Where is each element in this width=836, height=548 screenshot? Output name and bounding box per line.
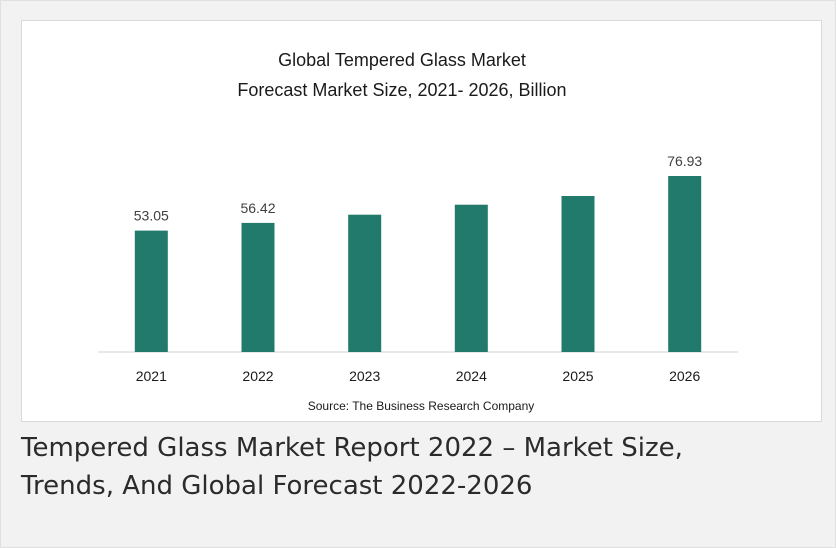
chart-source: Source: The Business Research Company xyxy=(308,399,535,413)
bar-2023 xyxy=(348,214,382,352)
x-tick-label-2022: 2022 xyxy=(242,368,273,384)
bar-2025 xyxy=(561,196,595,352)
bars-layer: 53.05 2021 56.42 2022 2023 2024 2025 76.93 2026 xyxy=(134,153,703,384)
x-tick-label-2026: 2026 xyxy=(669,368,700,384)
bar-2026 xyxy=(668,176,702,352)
article-title-line-1: Tempered Glass Market Report 2022 – Mark… xyxy=(21,433,683,463)
bar-2024 xyxy=(454,204,488,352)
chart-title-line-2: Forecast Market Size, 2021- 2026, Billio… xyxy=(237,80,566,100)
x-tick-label-2024: 2024 xyxy=(456,368,487,384)
bar-2021 xyxy=(134,230,168,352)
chart-image: Global Tempered Glass Market Forecast Ma… xyxy=(21,20,822,422)
data-label-2026: 76.93 xyxy=(667,153,702,169)
article-title-line-2: Trends, And Global Forecast 2022-2026 xyxy=(21,471,533,501)
chart-title-line-1: Global Tempered Glass Market xyxy=(278,50,526,70)
data-label-2021: 53.05 xyxy=(134,208,169,224)
data-label-2022: 56.42 xyxy=(240,200,275,216)
article-title[interactable]: Tempered Glass Market Report 2022 – Mark… xyxy=(21,429,811,505)
bar-chart: Global Tempered Glass Market Forecast Ma… xyxy=(98,50,738,413)
x-tick-label-2023: 2023 xyxy=(349,368,380,384)
x-tick-label-2021: 2021 xyxy=(136,368,167,384)
bar-2022 xyxy=(241,222,275,352)
x-tick-label-2025: 2025 xyxy=(562,368,593,384)
